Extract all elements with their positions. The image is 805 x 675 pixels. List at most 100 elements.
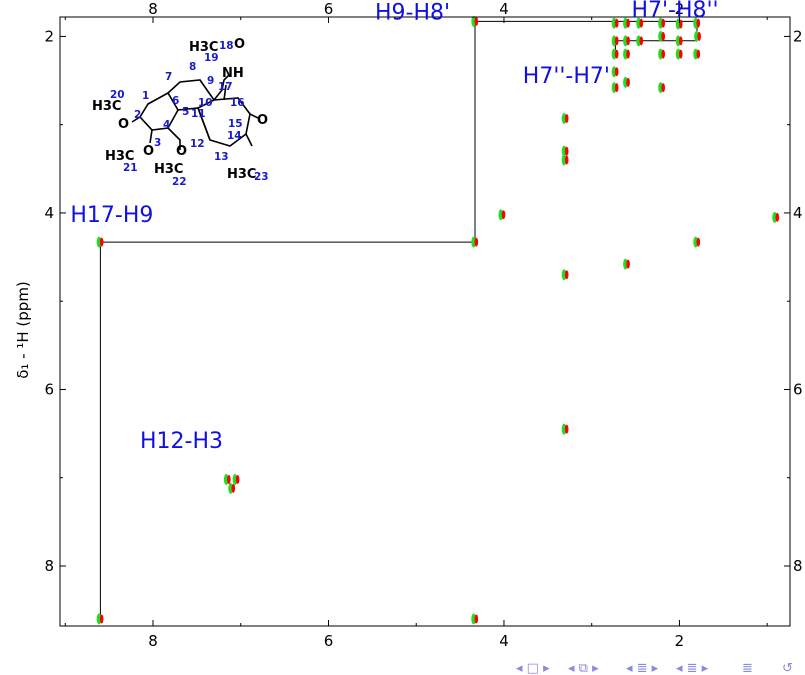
atom-number: 5 [182,106,189,118]
crosspeak [561,154,569,166]
nav-menu-icon[interactable]: ◂ ≣ ▸ [676,661,709,675]
nav-return-icon[interactable]: ↺ [782,661,793,675]
crosspeak-annotation: H9-H8' [375,0,450,25]
atom-number: 20 [110,89,125,101]
crosspeak-positive-lobe [626,36,630,46]
crosspeak [96,613,104,625]
crosspeak [223,473,231,485]
atom-number: 9 [207,75,214,87]
crosspeak [658,30,665,42]
crosspeak-positive-lobe [614,83,619,93]
atom-number: 22 [172,176,187,188]
crosspeak-positive-lobe [614,67,619,77]
crosspeak [611,66,619,78]
crosspeak-positive-lobe [775,212,780,222]
atom-label: H3C [189,40,218,55]
crosspeak-positive-lobe [696,49,701,59]
crosspeak-positive-lobe [564,114,569,123]
crosspeak-positive-lobe [99,614,104,624]
atom-label: H3C [92,99,121,114]
crosspeak-positive-lobe [501,210,506,220]
crosspeak-annotation: H7''-H7' [523,64,610,89]
atom-number: 17 [218,81,233,93]
atom-number: 19 [204,52,219,64]
y-tick-label-left: 6 [44,380,54,398]
y-tick-label-right: 4 [793,204,803,222]
atom-number: 14 [227,130,242,142]
crosspeak-annotation: H12-H3 [140,429,223,454]
crosspeak [658,17,665,29]
nav-subsection-icon[interactable]: ◂ ⧉ ▸ [568,661,599,675]
crosspeak [611,82,619,94]
atom-number: 1 [142,90,149,102]
beamer-navigation-bar[interactable]: ◂ □ ▸ ◂ ⧉ ▸ ◂ ≣ ▸ ◂ ≣ ▸ ≣ ↺ [516,661,793,675]
y-tick-label-left: 2 [44,27,54,45]
atom-number: 23 [254,171,269,183]
crosspeak-positive-lobe [661,31,665,41]
crosspeak [675,35,683,47]
tropolone-ring [196,97,251,147]
molecule-structure [131,73,259,150]
crosspeak [471,15,479,27]
atom-label: O [118,117,129,132]
y-tick-label-left: 4 [44,204,54,222]
connection-path [99,20,698,619]
crosspeak [498,209,506,221]
atom-number: 7 [165,71,172,83]
crosspeak-positive-lobe [564,270,569,280]
crosspeak-positive-lobe [626,259,630,269]
crosspeak-positive-lobe [614,36,619,46]
atom-label: O [257,113,268,128]
crosspeak [232,473,240,485]
crosspeak-positive-lobe [564,424,569,434]
crosspeak-positive-lobe [564,146,569,156]
plot-frame [59,16,791,627]
x-tick-label-top: 2 [675,0,685,18]
crosspeak [636,17,644,29]
crosspeak-positive-lobe [639,18,644,28]
crosspeak [471,236,479,248]
atom-label: O [143,144,154,159]
y-axis-label: δ₁ - ¹H (ppm) [14,281,32,379]
atom-number: 3 [154,137,161,149]
crosspeak-positive-lobe [614,18,619,28]
crosspeak-positive-lobe [696,237,701,247]
molecule-labels: H3C O NH O H3C O H3C O H3C O H3C 1 2 3 4… [92,37,269,188]
atom-number: 18 [219,40,234,52]
crosspeak-positive-lobe [231,483,236,493]
crosspeak [636,35,644,47]
x-tick-label-bottom: 6 [324,632,334,650]
atom-number: 4 [163,119,170,131]
x-tick-label-bottom: 8 [148,632,158,650]
y-tick-label-right: 6 [793,380,803,398]
crosspeak [658,82,665,94]
substituent-bonds [131,73,259,150]
x-tick-label-bottom: 2 [675,632,685,650]
atom-number: 16 [230,97,245,109]
crosspeak [623,35,630,47]
peak-layer [96,15,780,625]
nav-section-icon[interactable]: ◂ ≣ ▸ [626,661,659,675]
crosspeak-positive-lobe [626,49,630,59]
crosspeak [693,17,701,29]
crosspeak [561,269,569,281]
y-tick-label-right: 2 [793,27,803,45]
crosspeak [623,76,630,88]
seven-ring-bonds [167,79,215,141]
atom-number: 21 [123,162,138,174]
y-tick-label-right: 8 [793,557,803,575]
atom-number: 8 [189,61,196,73]
nav-search-icon[interactable]: ≣ [742,661,753,675]
atom-label: H3C [105,149,134,164]
nav-frame-icon[interactable]: ◂ □ ▸ [516,661,550,675]
atom-number: 15 [228,118,243,130]
crosspeak-positive-lobe [697,31,701,41]
atom-number: 13 [214,151,229,163]
crosspeak-positive-lobe [639,36,644,46]
crosspeak [228,482,236,494]
atom-label: O [234,37,245,52]
crosspeak-positive-lobe [474,16,479,26]
crosspeak-positive-lobe [227,474,231,484]
crosspeak-positive-lobe [678,36,683,46]
